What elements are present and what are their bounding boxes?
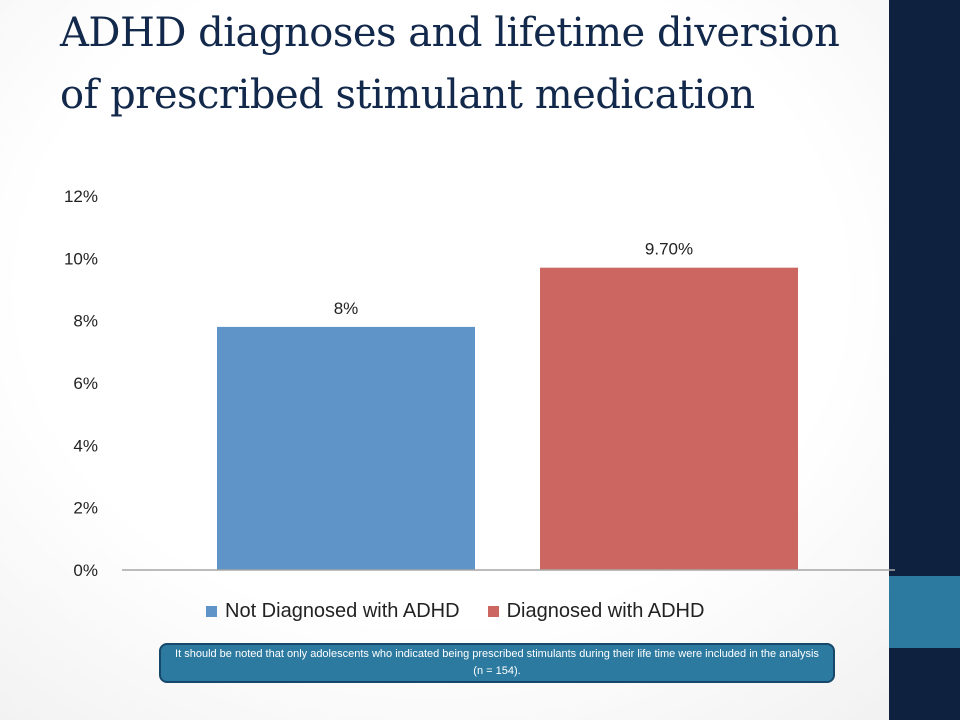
bar-1 bbox=[540, 267, 798, 570]
bar-0 bbox=[217, 326, 475, 570]
y-tick-label: 2% bbox=[73, 499, 98, 518]
chart-legend: Not Diagnosed with ADHD Diagnosed with A… bbox=[206, 597, 732, 625]
y-tick-label: 0% bbox=[73, 561, 98, 580]
legend-swatch-not-diagnosed bbox=[206, 605, 217, 617]
y-tick-label: 10% bbox=[64, 249, 98, 268]
bar-series bbox=[217, 267, 798, 570]
y-tick-label: 4% bbox=[73, 436, 98, 455]
legend-swatch-diagnosed bbox=[487, 605, 499, 617]
data-label-0: 8% bbox=[334, 299, 359, 318]
legend-item-not-diagnosed: Not Diagnosed with ADHD bbox=[206, 600, 460, 623]
data-label-1: 9.70% bbox=[645, 240, 693, 259]
y-tick-label: 8% bbox=[73, 312, 98, 331]
y-axis-ticks: 0% 2% 4% 6% 8% 10% 12% bbox=[64, 187, 98, 580]
legend-item-diagnosed: Diagnosed with ADHD bbox=[487, 599, 705, 623]
legend-label-diagnosed: Diagnosed with ADHD bbox=[506, 599, 705, 622]
legend-label-not-diagnosed: Not Diagnosed with ADHD bbox=[225, 599, 460, 622]
decorative-accent-bar bbox=[889, 576, 960, 648]
analysis-note-text: It should be noted that only adolescents… bbox=[175, 648, 819, 677]
y-tick-label: 6% bbox=[73, 374, 98, 393]
y-tick-label: 12% bbox=[64, 187, 98, 206]
slide-title: ADHD diagnoses and lifetime diversion of… bbox=[60, 10, 840, 118]
data-labels: 8% 9.70% bbox=[334, 240, 693, 318]
analysis-note: It should be noted that only adolescents… bbox=[159, 643, 835, 683]
